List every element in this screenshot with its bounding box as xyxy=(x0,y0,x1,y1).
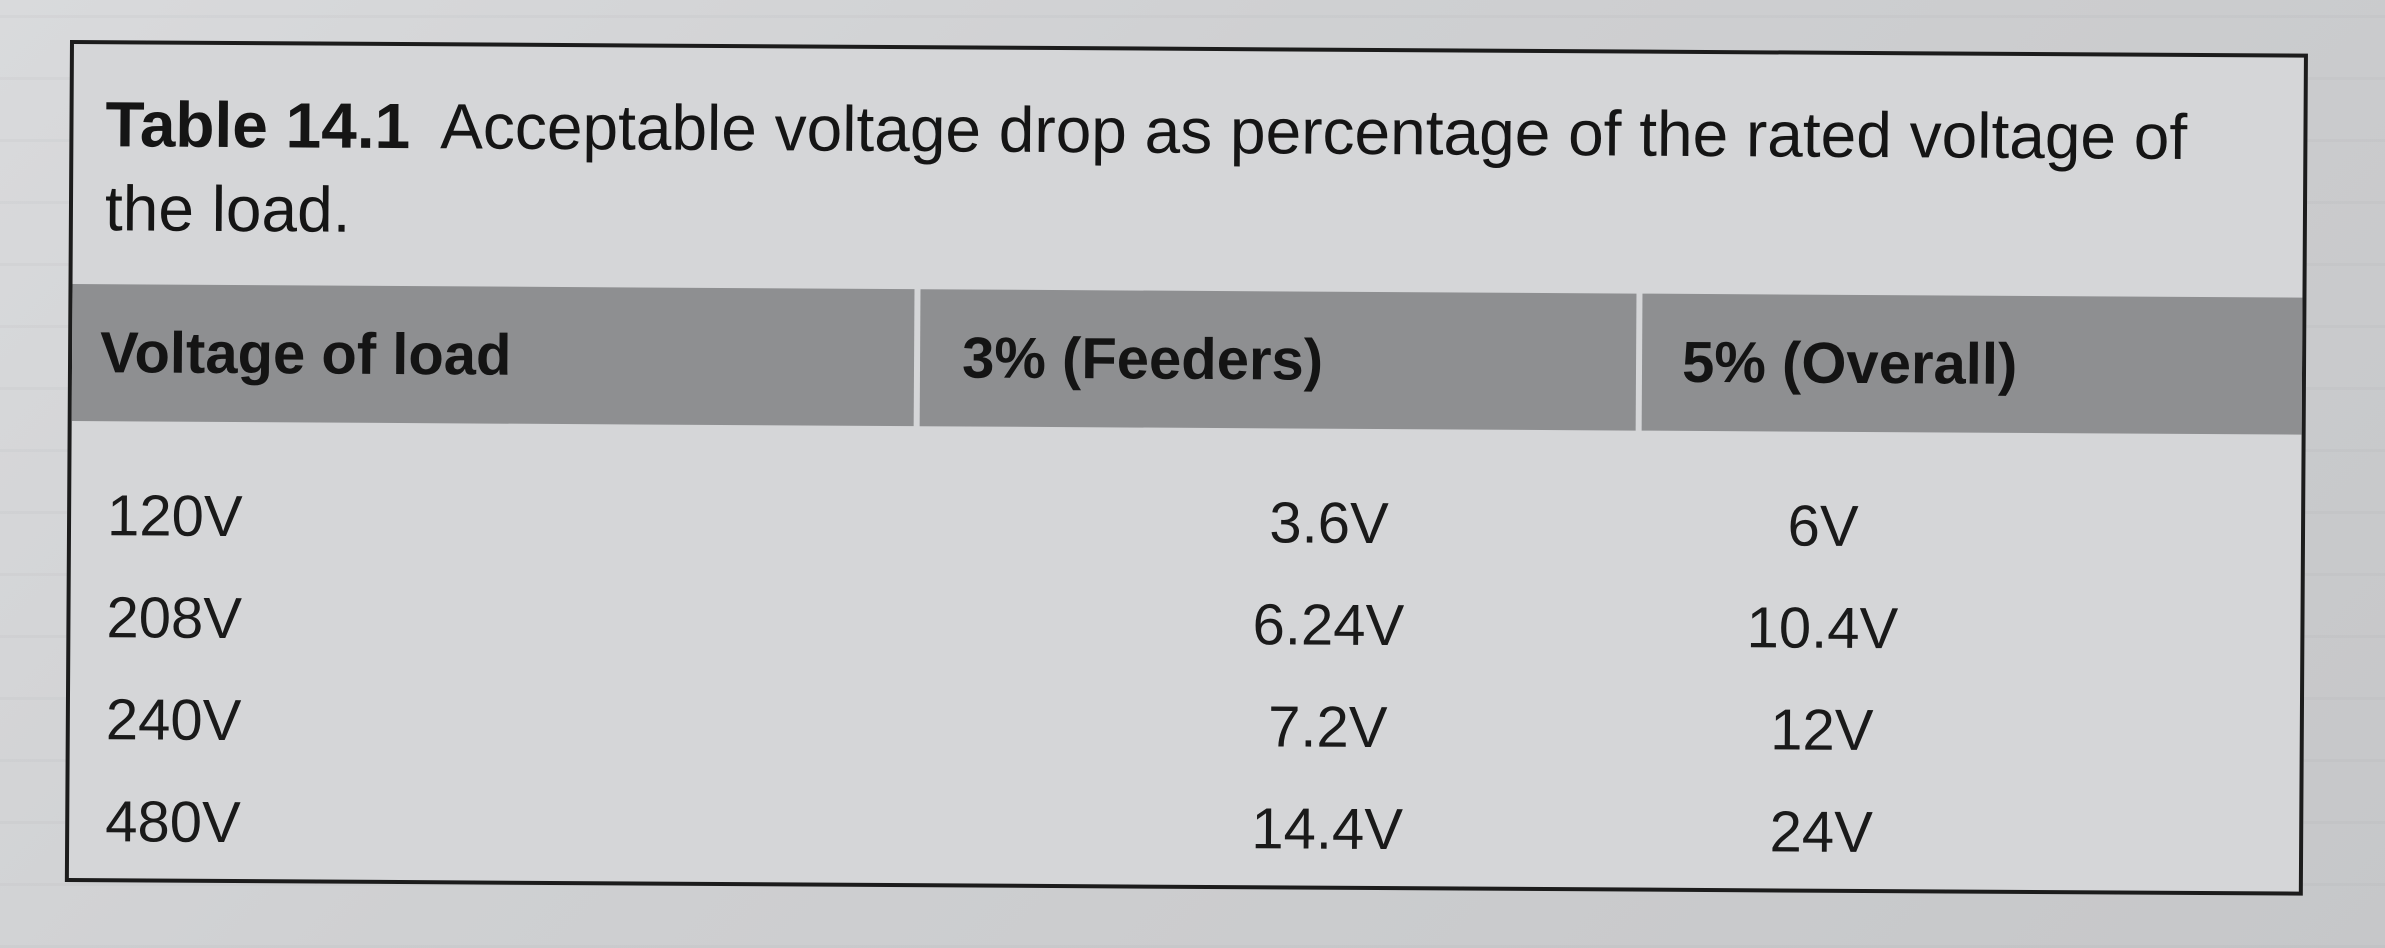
table-row: 120V 3.6V 6V xyxy=(71,464,2302,580)
table-row: 208V 6.24V 10.4V xyxy=(70,566,2301,682)
table-row: 240V 7.2V 12V xyxy=(70,668,2301,784)
cell-voltage-of-load: 480V xyxy=(105,788,241,855)
cell-voltage-of-load: 120V xyxy=(106,482,243,549)
table-frame: Table 14.1 Acceptable voltage drop as per… xyxy=(64,40,2308,896)
caption-text: Acceptable voltage drop as percentage of… xyxy=(104,90,2188,246)
table-caption: Table 14.1 Acceptable voltage drop as per… xyxy=(105,82,2266,263)
cell-feeders: 6.24V xyxy=(1252,591,1405,658)
table-header-row: Voltage of load 3% (Feeders) 5% (Overall… xyxy=(71,284,2303,435)
header-overall: 5% (Overall) xyxy=(1641,293,2303,435)
cell-voltage-of-load: 208V xyxy=(106,584,243,651)
cell-voltage-of-load: 240V xyxy=(105,686,242,753)
cell-feeders: 7.2V xyxy=(1267,693,1388,760)
cell-overall: 24V xyxy=(1769,798,1873,865)
cell-feeders: 3.6V xyxy=(1269,489,1389,556)
table-body: 120V 3.6V 6V 208V 6.24V 10.4V 240V 7.2V … xyxy=(69,464,2301,886)
cell-feeders: 14.4V xyxy=(1251,795,1404,862)
cell-overall: 10.4V xyxy=(1746,594,1899,661)
cell-overall: 12V xyxy=(1770,696,1874,763)
cell-overall: 6V xyxy=(1787,493,1859,559)
table-row: 480V 14.4V 24V xyxy=(69,770,2300,886)
header-feeders: 3% (Feeders) xyxy=(919,289,1637,431)
header-voltage-of-load: Voltage of load xyxy=(71,284,915,427)
caption-number: Table 14.1 xyxy=(105,88,411,163)
